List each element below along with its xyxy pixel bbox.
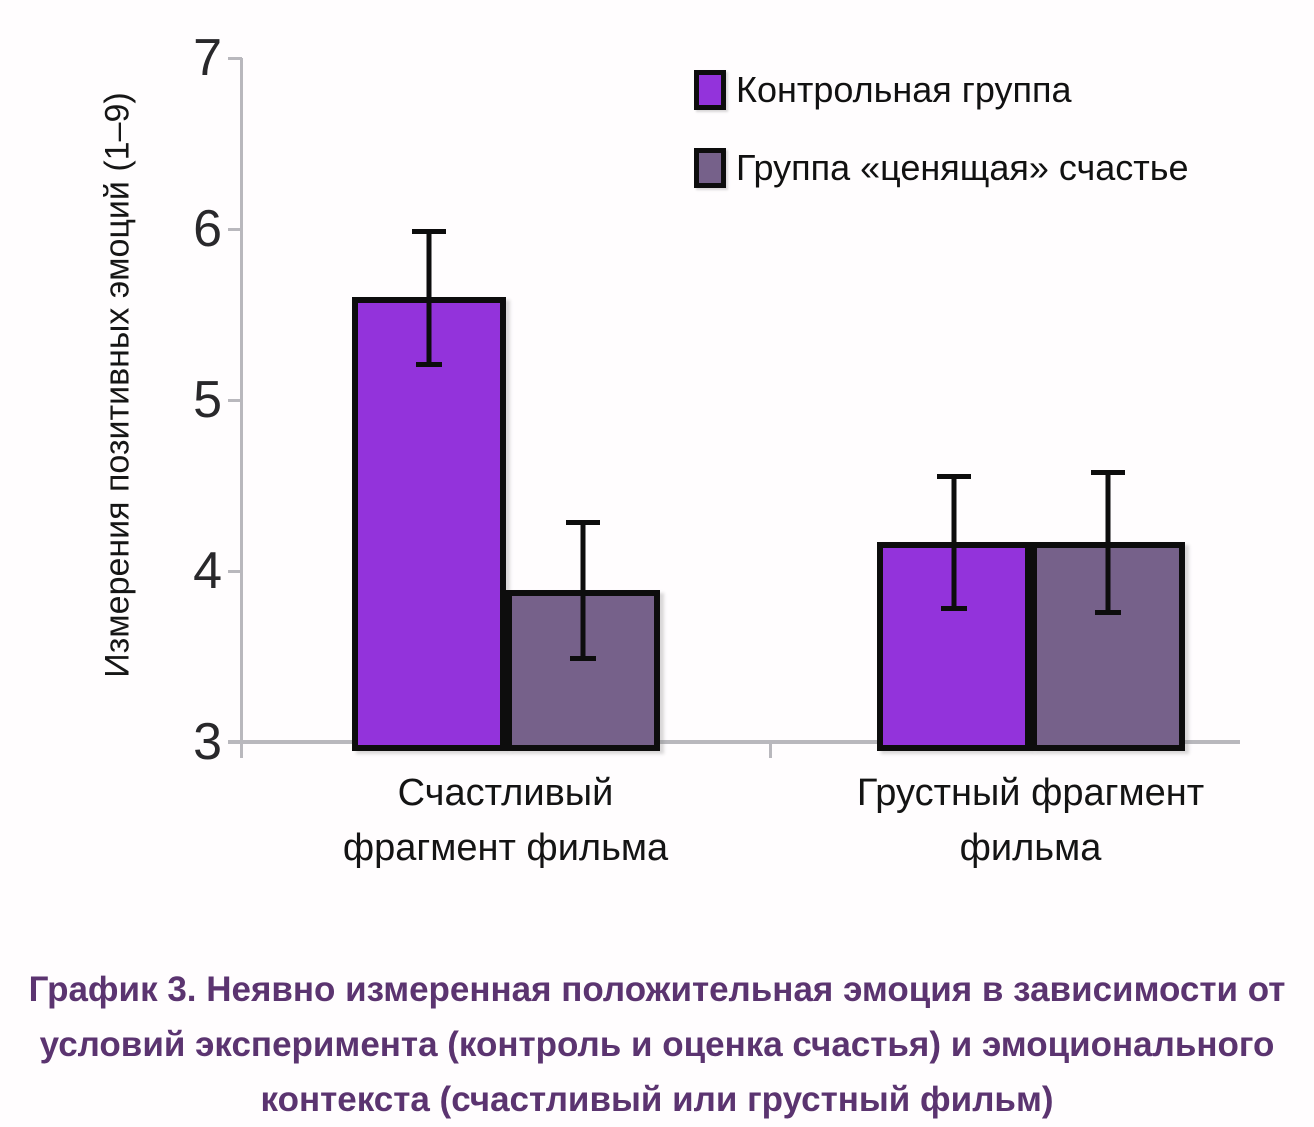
- legend-label: Группа «ценящая» счастье: [736, 147, 1189, 188]
- y-tick-label: 7: [193, 29, 222, 87]
- error-bar-cap-bottom: [1094, 609, 1121, 615]
- error-bar-series1-group1: [1105, 470, 1110, 614]
- legend-swatch-valuing-happiness-group: [694, 148, 726, 188]
- x-category-label-line: фрагмент фильма: [342, 827, 669, 869]
- error-bar-series0-group1: [951, 473, 956, 611]
- y-tick-label: 3: [193, 713, 222, 771]
- error-bar-series0-group0: [426, 229, 431, 366]
- error-bar-cap-top: [936, 473, 971, 479]
- error-bar-series1-group0: [580, 519, 585, 660]
- error-bar-cap-bottom: [415, 361, 442, 367]
- x-category-label-line: Счастливый: [397, 772, 614, 814]
- y-tick: [228, 399, 242, 402]
- legend-swatch-control-group: [694, 70, 726, 110]
- x-category-label-line: фильма: [959, 827, 1102, 869]
- x-category-label: Счастливый фрагмент фильма: [343, 766, 668, 876]
- y-tick-label: 6: [193, 200, 222, 258]
- y-axis-line: [240, 58, 243, 758]
- error-bar-cap-top: [411, 229, 446, 234]
- bar-series0-group0: [351, 297, 506, 751]
- y-tick: [228, 228, 242, 231]
- legend-item-control-group: Контрольная группа: [694, 68, 1189, 112]
- x-axis-line: [228, 740, 1240, 744]
- x-tick: [769, 742, 772, 758]
- error-bar-cap-bottom: [569, 655, 596, 661]
- y-tick-label: 4: [193, 542, 222, 600]
- y-tick-label: 5: [193, 371, 222, 429]
- figure-caption: График 3. Неявно измеренная положительна…: [0, 962, 1314, 1127]
- caption-line: контекста (счастливый или грустный фильм…: [260, 1080, 1054, 1119]
- x-category-label: Грустный фрагмент фильма: [857, 766, 1204, 876]
- y-tick: [228, 570, 242, 573]
- caption-line: График 3. Неявно измеренная положительна…: [28, 970, 1286, 1009]
- x-category-label-line: Грустный фрагмент: [856, 772, 1205, 814]
- legend-item-valuing-happiness-group: Группа «ценящая» счастье: [694, 146, 1189, 190]
- caption-line: условий эксперимента (контроль и оценка …: [39, 1025, 1275, 1064]
- error-bar-cap-top: [565, 519, 600, 525]
- error-bar-cap-bottom: [940, 606, 967, 612]
- y-tick: [228, 57, 242, 60]
- error-bar-cap-top: [1090, 470, 1125, 476]
- y-tick: [228, 741, 242, 744]
- legend-label: Контрольная группа: [736, 69, 1072, 110]
- legend: Контрольная группа Группа «ценящая» счас…: [694, 68, 1189, 190]
